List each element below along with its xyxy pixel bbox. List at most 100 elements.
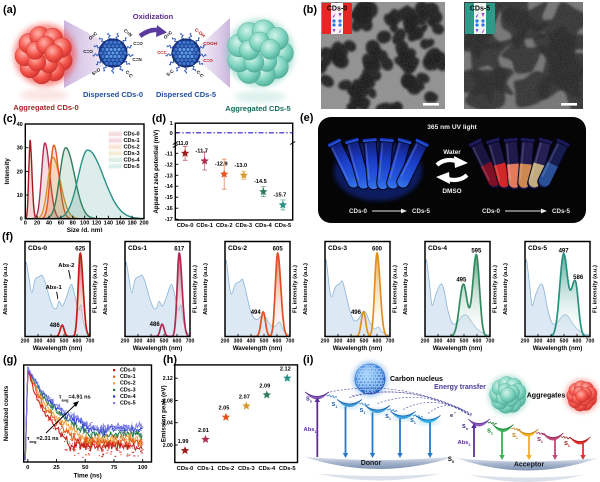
svg-text:625: 625 bbox=[75, 246, 86, 252]
svg-text:140: 140 bbox=[104, 221, 113, 227]
svg-text:500: 500 bbox=[360, 339, 369, 345]
svg-text:494: 494 bbox=[251, 310, 262, 316]
svg-text:CDs-4: CDs-4 bbox=[120, 394, 136, 400]
svg-text:80: 80 bbox=[70, 221, 76, 227]
svg-text:CDs-1: CDs-1 bbox=[124, 138, 140, 144]
svg-text:-17: -17 bbox=[165, 217, 173, 223]
svg-text:605: 605 bbox=[273, 246, 284, 252]
svg-text:200: 200 bbox=[21, 339, 30, 345]
svg-text:-11: -11 bbox=[165, 151, 173, 157]
svg-text:CDs-3: CDs-3 bbox=[328, 245, 347, 252]
svg-text:Wavelength (nm): Wavelength (nm) bbox=[333, 345, 383, 352]
svg-text:Normalized counts: Normalized counts bbox=[3, 385, 10, 441]
svg-text:τavg=2.31 ns: τavg=2.31 ns bbox=[27, 436, 59, 444]
svg-text:600: 600 bbox=[73, 339, 82, 345]
svg-text:S=O: S=O bbox=[91, 67, 102, 77]
svg-text:200: 200 bbox=[221, 339, 230, 345]
svg-text:-12: -12 bbox=[165, 162, 173, 168]
svg-text:C=O: C=O bbox=[83, 49, 93, 54]
svg-text:CDs-4: CDs-4 bbox=[255, 223, 273, 229]
svg-text:S-C: S-C bbox=[165, 68, 175, 77]
svg-text:100: 100 bbox=[138, 465, 148, 471]
svg-text:40: 40 bbox=[46, 221, 52, 227]
svg-text:e: e bbox=[450, 413, 453, 419]
svg-text:200: 200 bbox=[139, 221, 148, 227]
svg-text:Apparent zeta potential (mV): Apparent zeta potential (mV) bbox=[153, 130, 160, 214]
svg-text:500: 500 bbox=[560, 339, 569, 345]
svg-text:200: 200 bbox=[521, 339, 530, 345]
svg-text:Sn: Sn bbox=[462, 424, 468, 431]
svg-text:-12.9: -12.9 bbox=[215, 162, 228, 168]
svg-text:CDs-0: CDs-0 bbox=[28, 245, 47, 252]
svg-text:600: 600 bbox=[573, 339, 582, 345]
svg-text:700: 700 bbox=[86, 339, 95, 345]
svg-text:-: - bbox=[454, 410, 456, 416]
svg-text:500: 500 bbox=[60, 339, 69, 345]
svg-text:600: 600 bbox=[173, 339, 182, 345]
svg-text:600: 600 bbox=[273, 339, 282, 345]
svg-text:200: 200 bbox=[321, 339, 330, 345]
svg-text:CDs-4: CDs-4 bbox=[428, 245, 447, 252]
svg-text:Donor: Donor bbox=[361, 460, 382, 467]
svg-text:500: 500 bbox=[160, 339, 169, 345]
svg-text:25: 25 bbox=[53, 465, 60, 471]
svg-text:CDs-4: CDs-4 bbox=[124, 157, 141, 163]
svg-text:S1: S1 bbox=[410, 418, 416, 425]
svg-text:Wavelength (nm): Wavelength (nm) bbox=[233, 345, 283, 352]
svg-text:-11.7: -11.7 bbox=[195, 148, 207, 154]
svg-text:-13.0: -13.0 bbox=[234, 163, 247, 169]
svg-text:300: 300 bbox=[534, 339, 543, 345]
svg-text:20: 20 bbox=[17, 169, 23, 175]
svg-text:200: 200 bbox=[421, 339, 430, 345]
svg-text:Abs intensity (a.u.): Abs intensity (a.u.) bbox=[303, 263, 309, 315]
svg-text:FL intensity (a.u.): FL intensity (a.u.) bbox=[193, 265, 199, 313]
svg-text:120: 120 bbox=[92, 221, 101, 227]
svg-text:DMSO: DMSO bbox=[442, 188, 461, 195]
svg-text:CDs-2: CDs-2 bbox=[228, 245, 247, 252]
svg-text:CDs-5: CDs-5 bbox=[275, 223, 293, 229]
svg-text:1: 1 bbox=[170, 121, 173, 127]
svg-text:FL intensity (a.u.): FL intensity (a.u.) bbox=[93, 265, 99, 313]
svg-text:Intensity: Intensity bbox=[4, 158, 11, 185]
svg-text:500: 500 bbox=[460, 339, 469, 345]
svg-text:Wavelength (nm): Wavelength (nm) bbox=[133, 345, 183, 352]
svg-text:CDs-3: CDs-3 bbox=[124, 151, 140, 157]
svg-text:-14.5: -14.5 bbox=[254, 179, 267, 185]
svg-text:30: 30 bbox=[17, 146, 23, 152]
svg-text:700: 700 bbox=[486, 339, 495, 345]
svg-text:-13: -13 bbox=[165, 173, 173, 179]
svg-text:CDs-5: CDs-5 bbox=[124, 164, 140, 170]
svg-text:700: 700 bbox=[186, 339, 195, 345]
svg-text:100: 100 bbox=[80, 221, 89, 227]
svg-text:FL intensity (a.u.): FL intensity (a.u.) bbox=[393, 265, 399, 313]
svg-text:C-OH: C-OH bbox=[194, 27, 207, 39]
svg-text:S1: S1 bbox=[385, 414, 391, 421]
svg-text:600: 600 bbox=[373, 339, 382, 345]
svg-text:C-C: C-C bbox=[125, 69, 135, 79]
svg-text:Water: Water bbox=[443, 149, 461, 156]
svg-text:2.05: 2.05 bbox=[218, 406, 229, 412]
svg-text:-15.7: -15.7 bbox=[274, 192, 287, 198]
svg-text:CDs-1: CDs-1 bbox=[128, 245, 147, 252]
svg-text:40: 40 bbox=[17, 122, 23, 128]
svg-text:CDs-5: CDs-5 bbox=[552, 208, 570, 215]
svg-text:COOH: COOH bbox=[203, 41, 217, 46]
svg-text:CDs-3: CDs-3 bbox=[238, 466, 256, 472]
svg-text:-14: -14 bbox=[165, 184, 174, 190]
svg-text:Abs intensity (a.u.): Abs intensity (a.u.) bbox=[403, 263, 409, 315]
svg-text:0: 0 bbox=[24, 221, 27, 227]
svg-text:400: 400 bbox=[147, 339, 156, 345]
svg-text:Size (d. nm): Size (d. nm) bbox=[67, 227, 103, 232]
svg-text:FL intensity (a.u.): FL intensity (a.u.) bbox=[593, 265, 599, 313]
svg-text:617: 617 bbox=[174, 246, 185, 252]
svg-text:Abs intensity (a.u.): Abs intensity (a.u.) bbox=[103, 263, 109, 315]
svg-text:CDs-1: CDs-1 bbox=[197, 466, 215, 472]
svg-text:700: 700 bbox=[286, 339, 295, 345]
svg-text:CDs-5: CDs-5 bbox=[412, 208, 430, 215]
svg-text:CDs-1: CDs-1 bbox=[196, 223, 214, 229]
svg-text:CDs-3: CDs-3 bbox=[235, 223, 253, 229]
svg-text:CDs-4: CDs-4 bbox=[258, 466, 276, 472]
svg-text:586: 586 bbox=[573, 275, 584, 281]
svg-text:Energy transfer: Energy transfer bbox=[434, 384, 486, 391]
svg-text:2.12: 2.12 bbox=[280, 367, 291, 373]
